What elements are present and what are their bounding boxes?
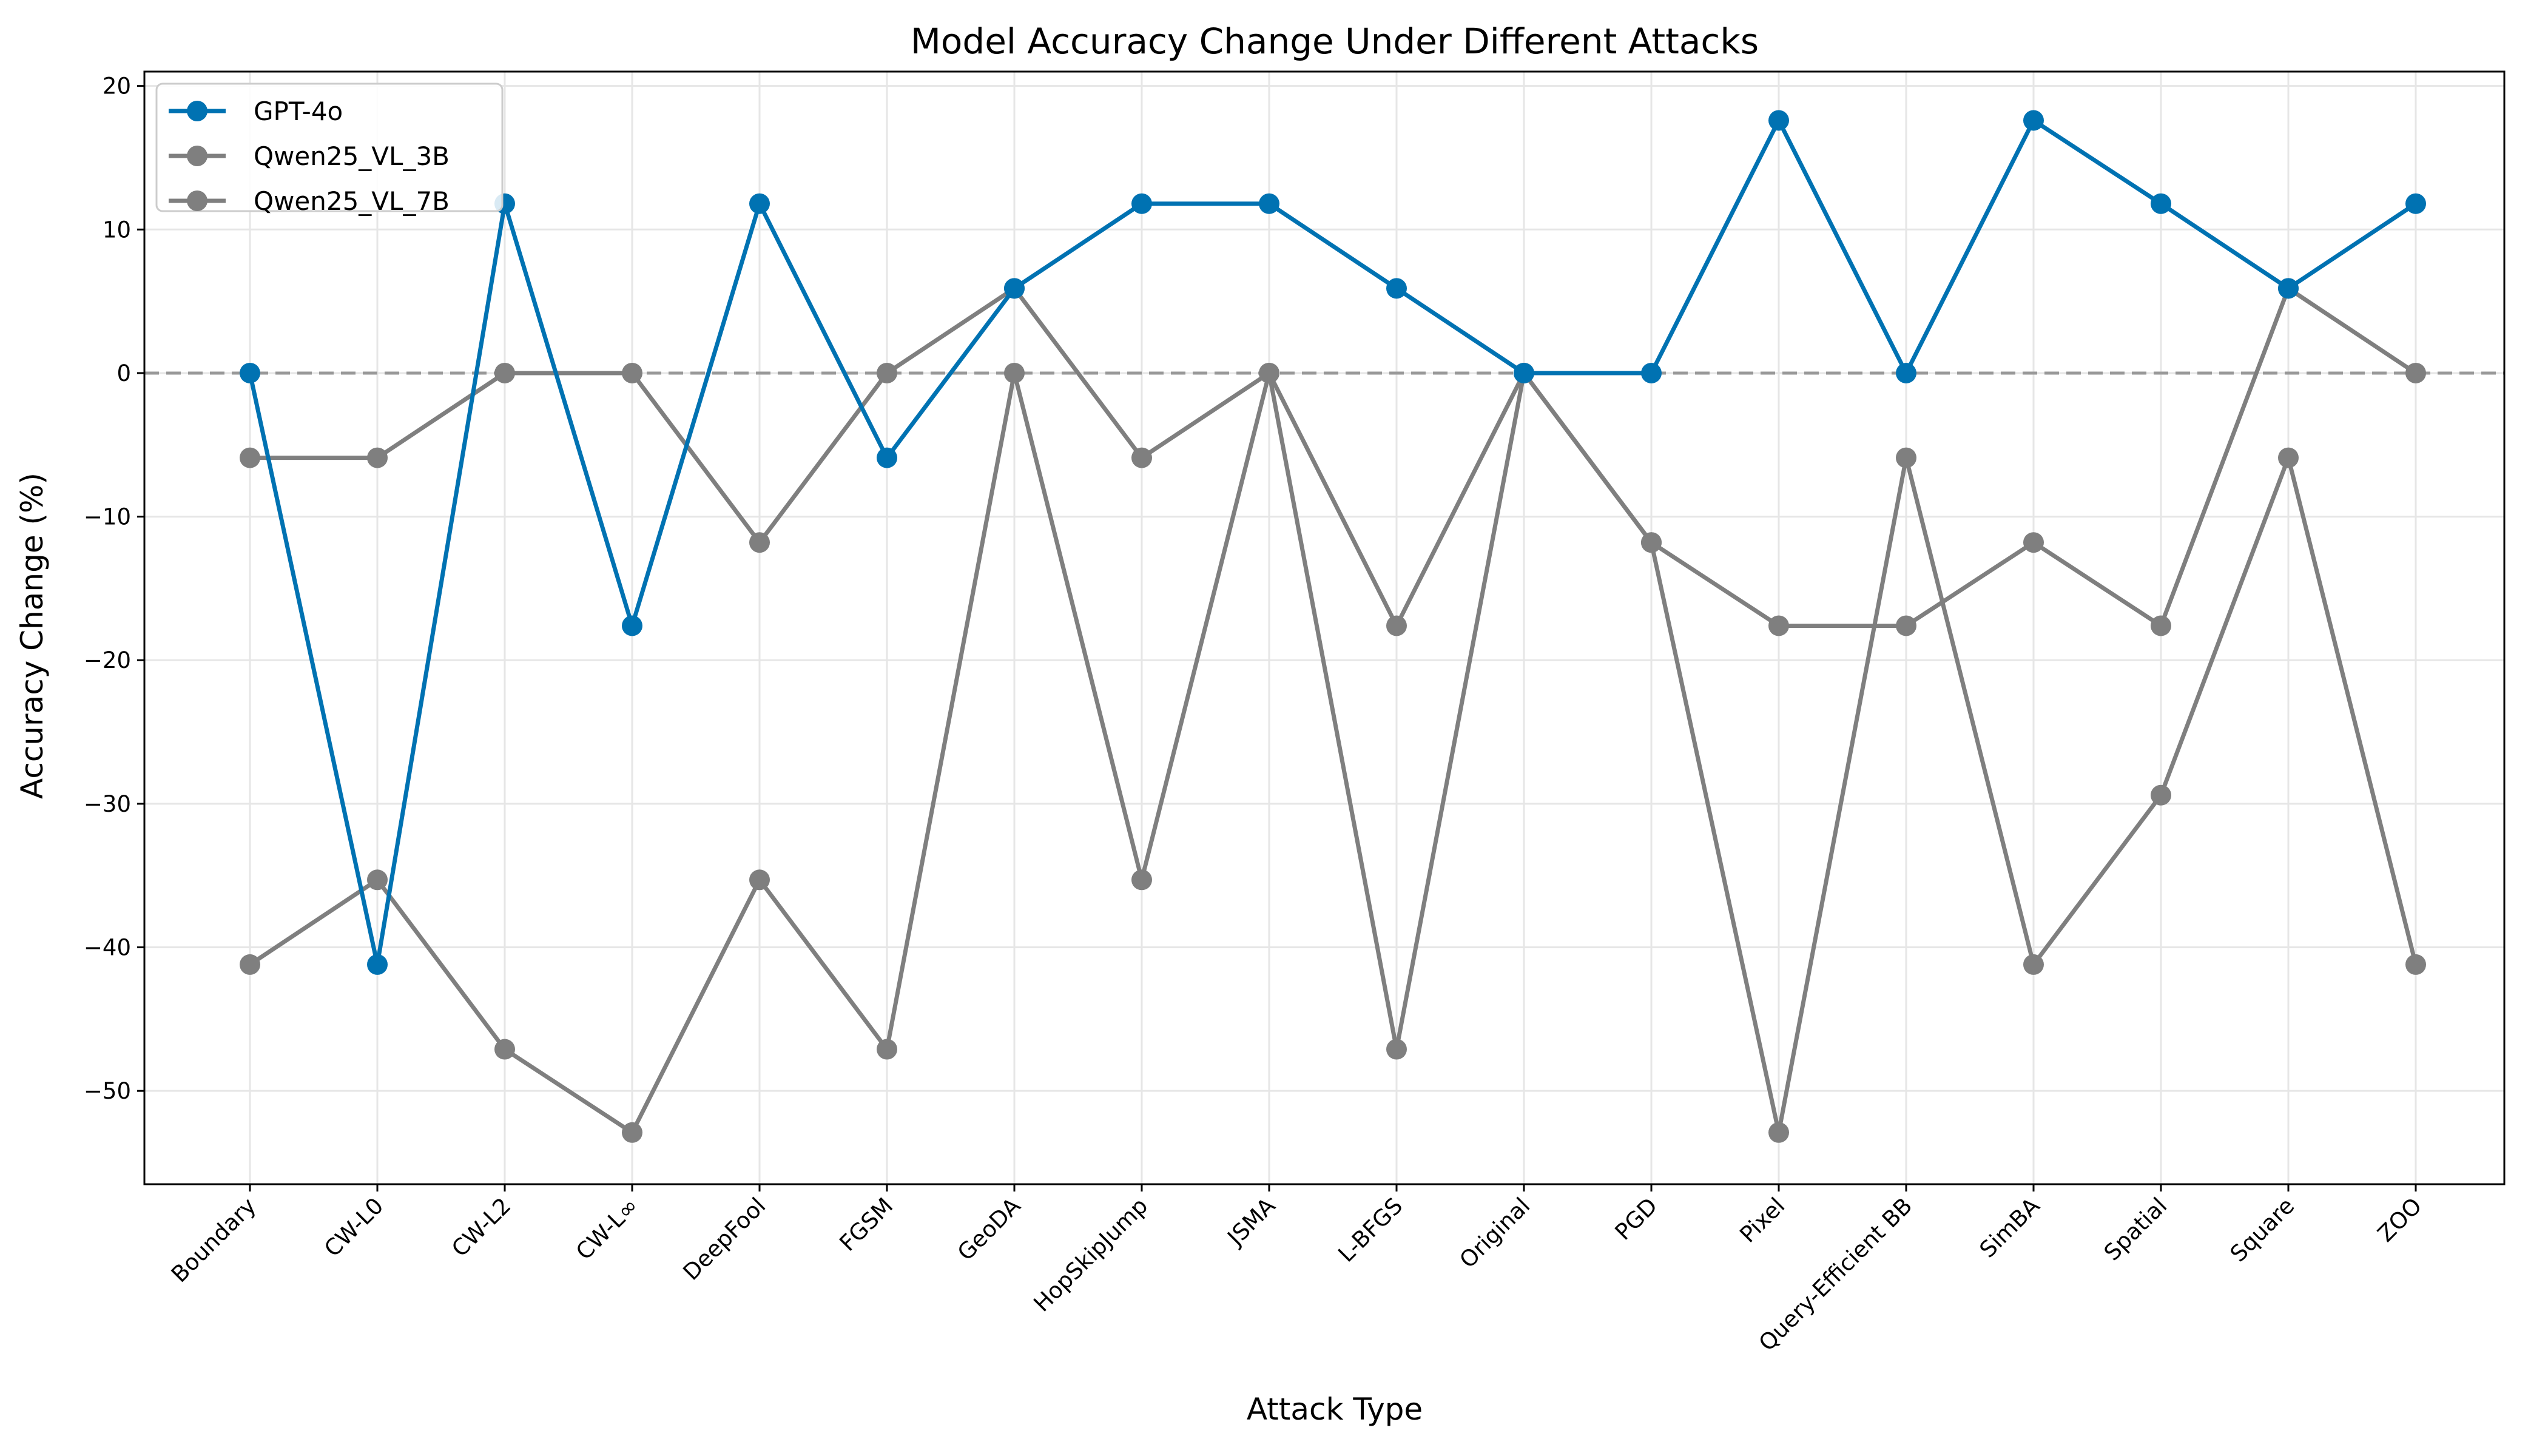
data-point: [1131, 447, 1152, 468]
data-point: [2151, 193, 2171, 214]
data-point: [1641, 362, 1662, 383]
y-axis-ticks: 20 10 0 −10 −20 −30 −40 −50: [84, 73, 144, 1104]
legend-label: GPT-4o: [254, 96, 343, 126]
data-point: [2405, 193, 2426, 214]
data-point: [1259, 362, 1279, 383]
y-tick-label: 10: [103, 217, 131, 243]
data-point: [2151, 784, 2171, 806]
y-tick-label: 0: [116, 360, 131, 386]
series-Qwen25_VL_7B: [240, 362, 2426, 1143]
data-point: [367, 954, 388, 975]
y-tick-label: −10: [84, 504, 131, 530]
series-GPT-4o: [240, 110, 2426, 975]
data-point: [367, 447, 388, 468]
data-point: [1641, 532, 1662, 553]
data-point: [1004, 362, 1025, 383]
data-point: [749, 869, 770, 891]
data-point: [2405, 954, 2426, 975]
data-point: [1514, 362, 1534, 383]
data-point: [1768, 615, 1789, 636]
data-point: [1131, 193, 1152, 214]
data-point: [2405, 362, 2426, 383]
data-point: [2023, 954, 2044, 975]
data-point: [1896, 447, 1916, 468]
data-point: [1259, 193, 1279, 214]
data-point: [367, 869, 388, 891]
data-point: [877, 447, 897, 468]
data-point: [494, 1039, 515, 1060]
series-group: [240, 110, 2426, 1143]
legend-label: Qwen25_VL_3B: [254, 141, 450, 171]
data-point: [2151, 615, 2171, 636]
data-point: [2023, 110, 2044, 131]
chart-title: Model Accuracy Change Under Different At…: [911, 21, 1759, 62]
y-axis-label: Accuracy Change (%): [15, 473, 50, 799]
data-point: [240, 447, 260, 468]
y-tick-label: −50: [84, 1078, 131, 1104]
data-point: [1896, 362, 1916, 383]
data-point: [1386, 615, 1407, 636]
data-point: [2278, 447, 2299, 468]
data-point: [749, 532, 770, 553]
data-point: [1768, 1122, 1789, 1143]
data-point: [622, 615, 642, 636]
legend-label: Qwen25_VL_7B: [254, 186, 450, 216]
data-point: [1896, 615, 1916, 636]
x-axis-label: Attack Type: [1247, 1392, 1423, 1427]
legend-marker: [187, 146, 207, 166]
data-point: [1768, 110, 1789, 131]
y-tick-label: −40: [84, 935, 131, 961]
series-line: [248, 118, 2417, 967]
legend-box: [155, 83, 504, 212]
data-point: [1004, 278, 1025, 299]
data-point: [1386, 278, 1407, 299]
y-tick-label: −30: [84, 791, 131, 817]
data-point: [622, 362, 642, 383]
plot-area-frame: [143, 70, 2506, 1185]
data-point: [494, 362, 515, 383]
y-tick-label: 20: [103, 73, 131, 99]
legend-marker: [187, 190, 207, 211]
data-point: [240, 362, 260, 383]
series-line: [249, 371, 2418, 1135]
data-point: [1386, 1039, 1407, 1060]
data-point: [877, 1039, 897, 1060]
legend: GPT-4o Qwen25_VL_3B Qwen25_VL_7B: [155, 83, 504, 216]
data-point: [1131, 869, 1152, 891]
legend-marker: [187, 101, 207, 121]
data-point: [877, 362, 897, 383]
data-point: [2278, 278, 2299, 299]
data-point: [622, 1122, 642, 1143]
data-point: [240, 954, 260, 975]
series-line: [250, 286, 2417, 628]
y-tick-label: −20: [84, 647, 131, 673]
data-point: [749, 193, 770, 214]
data-point: [2023, 532, 2044, 553]
